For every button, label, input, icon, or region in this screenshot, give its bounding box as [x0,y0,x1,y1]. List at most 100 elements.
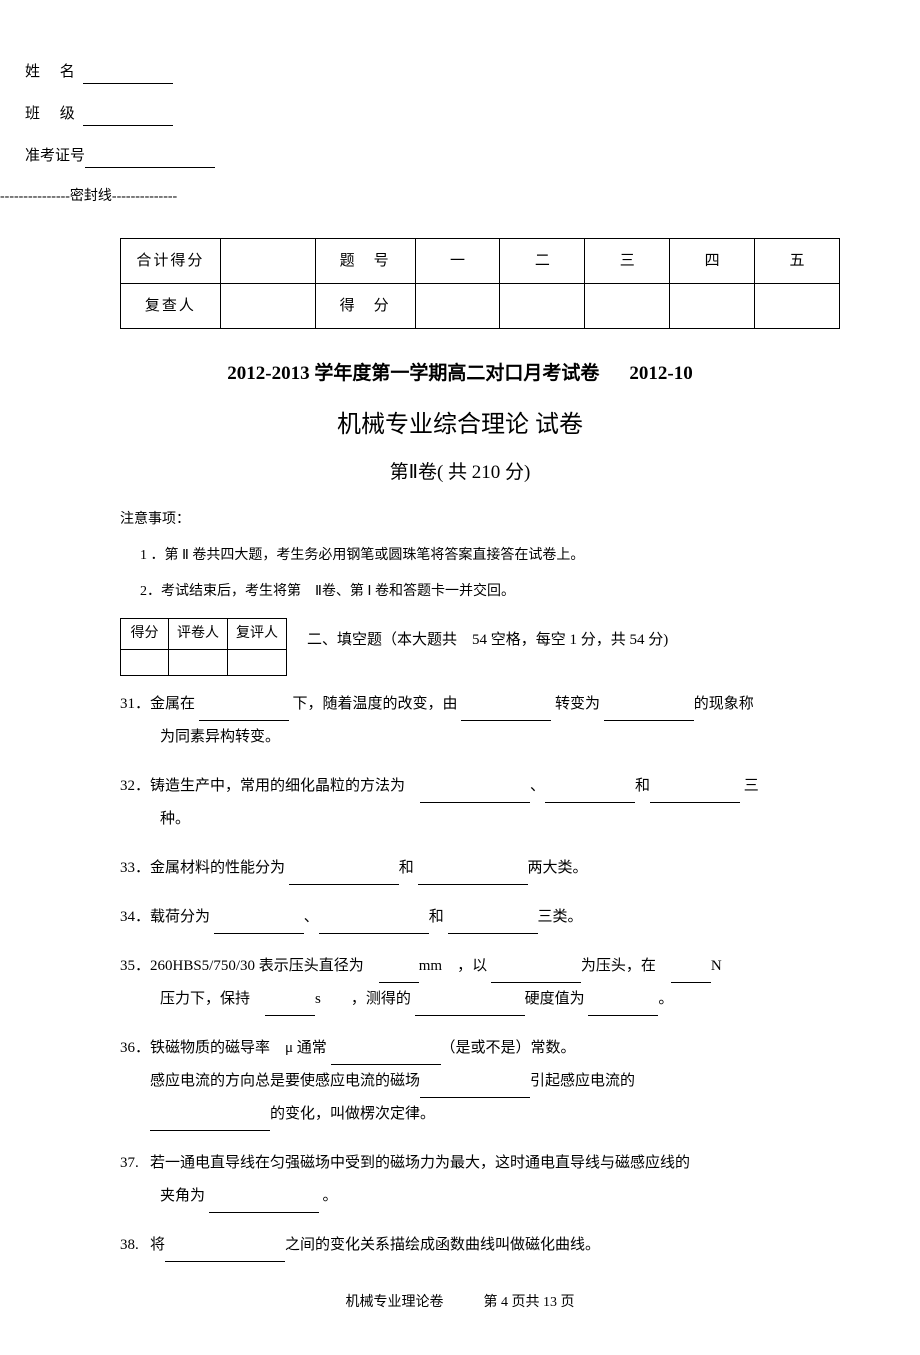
title-main: 2012-2013 学年度第一学期高二对口月考试卷 [227,363,599,384]
q38-blank1 [165,1246,285,1262]
q35-num: 35． [120,950,150,983]
q37-line2: 夹角为 。 [120,1180,800,1213]
score-r2c4 [415,284,500,329]
score-r1c4: 一 [415,239,500,284]
score-r2c3: 得 分 [315,284,415,329]
question-37: 37. 若一通电直导线在匀强磁场中受到的磁场力为最大，这时通电直导线与磁感应线的… [120,1147,800,1213]
q35-blank2 [491,967,581,983]
q34-blank3 [448,918,538,934]
q33-blank1 [289,869,399,885]
q37-blank1 [209,1197,319,1213]
q32-p4: 三 [740,778,759,794]
q36-blank2 [420,1082,530,1098]
question-34: 34．载荷分为 、和 三类。 [120,901,800,934]
q32-num: 32． [120,770,150,803]
title-line1: 2012-2013 学年度第一学期高二对口月考试卷 2012-10 [120,359,800,389]
name-label: 姓 名 [25,64,83,80]
mini-r2c2 [169,650,228,676]
q35-p3: 为压头，在 [581,958,671,974]
q35-p4: N [711,958,722,974]
score-table: 合计得分 题 号 一 二 三 四 五 复查人 得 分 [120,238,840,329]
q36-p5: 的变化，叫做楞次定律。 [270,1106,435,1122]
q35-blank3 [671,967,711,983]
q31-blank1 [199,705,289,721]
q35-p6: s ，测得的 [315,991,415,1007]
score-r1c1: 合计得分 [121,239,221,284]
seal-line: ---------------密封线-------------- [0,186,880,208]
q31-p2: 下，随着温度的改变，由 [289,696,462,712]
section2-title: 二、填空题（本大题共 54 空格，每空 1 分，共 54 分) [287,618,668,652]
score-r2c5 [500,284,585,329]
q36-blank3 [150,1115,270,1131]
examno-underline [85,152,215,168]
q35-blank6 [588,1000,658,1016]
q32-line2: 种。 [120,803,800,836]
q38-num: 38. [120,1229,150,1262]
class-label: 班 级 [25,106,83,122]
mini-c2: 评卷人 [169,618,228,649]
title-line2: 机械专业综合理论 试卷 [120,406,800,444]
score-r2c2 [220,284,315,329]
q37-num: 37. [120,1147,150,1180]
q35-p2: mm ，以 [419,958,491,974]
q35-blank4 [265,1000,315,1016]
q36-p1: 铁磁物质的磁导率 μ 通常 [150,1040,331,1056]
q35-p8: 。 [658,991,673,1007]
q35-p7: 硬度值为 [525,991,589,1007]
class-underline [83,110,173,126]
q33-p3: 两大类。 [528,860,588,876]
score-r2c7 [670,284,755,329]
score-r1c2 [220,239,315,284]
q31-line2: 为同素异构转变。 [120,721,800,754]
score-r1c8: 五 [755,239,840,284]
name-field: 姓 名 [25,60,880,84]
q36-blank1 [331,1049,441,1065]
score-r1c5: 二 [500,239,585,284]
q32-p3: 和 [635,778,650,794]
q34-blank1 [214,918,304,934]
q33-p1: 金属材料的性能分为 [150,860,289,876]
q35-blank5 [415,1000,525,1016]
page-footer: 机械专业理论卷第 4 页共 13 页 [120,1292,800,1314]
q31-blank3 [604,705,694,721]
q36-line2: 感应电流的方向总是要使感应电流的磁场引起感应电流的 [120,1065,800,1098]
q36-line3: 的变化，叫做楞次定律。 [120,1098,800,1131]
class-field: 班 级 [25,102,880,126]
title-line3: 第Ⅱ卷( 共 210 分) [120,458,800,488]
q31-num: 31． [120,688,150,721]
question-35: 35．260HBS5/750/30 表示压头直径为 mm ，以 为压头，在 N … [120,950,800,1016]
q37-p2: 夹角为 [160,1188,209,1204]
q31-blank2 [461,705,551,721]
title-date: 2012-10 [629,363,692,384]
q32-blank2 [545,787,635,803]
q34-p1: 载荷分为 [150,909,214,925]
q34-p2: 、 [304,909,319,925]
mini-c1: 得分 [121,618,169,649]
q36-num: 36． [120,1032,150,1065]
q35-blank1 [379,967,419,983]
examno-label: 准考证号 [25,148,85,164]
mini-score-table: 得分 评卷人 复评人 [120,618,287,676]
score-r1c7: 四 [670,239,755,284]
q32-blank3 [650,787,740,803]
q37-p3: 。 [319,1188,338,1204]
q31-p4: 的现象称 [694,696,754,712]
q34-blank2 [319,918,429,934]
note-item-1: 1 ．第 Ⅱ 卷共四大题，考生务必用钢笔或圆珠笔将答案直接答在试卷上。 [120,545,800,567]
note-item-2: 2．考试结束后，考生将第 Ⅱ卷、第 Ⅰ 卷和答题卡一并交回。 [120,581,800,603]
name-underline [83,68,173,84]
score-r2c8 [755,284,840,329]
question-36: 36．铁磁物质的磁导率 μ 通常 （是或不是）常数。 感应电流的方向总是要使感应… [120,1032,800,1131]
score-r2c6 [585,284,670,329]
question-31: 31．金属在 下，随着温度的改变，由 转变为 的现象称 为同素异构转变。 [120,688,800,754]
mini-c3: 复评人 [228,618,287,649]
q35-line2: 压力下，保持 s ，测得的 硬度值为 。 [120,983,800,1016]
q32-blank1 [420,787,530,803]
q34-p3: 和 [429,909,448,925]
mini-r2c3 [228,650,287,676]
q37-p1: 若一通电直导线在匀强磁场中受到的磁场力为最大，这时通电直导线与磁感应线的 [150,1155,690,1171]
score-r1c3: 题 号 [315,239,415,284]
q32-p2: 、 [530,778,545,794]
q35-p1: 260HBS5/750/30 表示压头直径为 [150,958,379,974]
q36-p4: 引起感应电流的 [530,1073,635,1089]
